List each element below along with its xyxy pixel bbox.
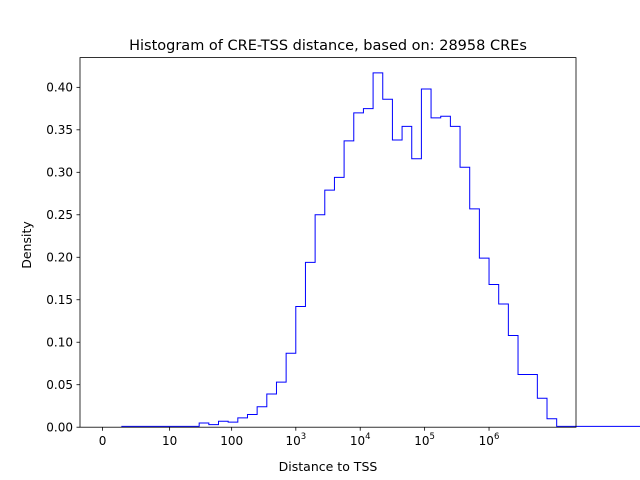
x-tick-label: 0 [99,434,107,448]
x-tick-label: 106 [479,432,500,448]
y-tick-label: 0.40 [46,81,73,95]
y-tick-label: 0.30 [46,166,73,180]
x-tick-label: 100 [220,434,243,448]
y-tick-label: 0.20 [46,251,73,265]
y-tick-label: 0.00 [46,421,73,435]
x-axis: 0 10 100 103 104 105 106 [99,427,500,448]
x-axis-label: Distance to TSS [279,459,378,474]
y-tick-label: 0.15 [46,293,73,307]
y-axis: 0.00 0.05 0.10 0.15 0.20 0.25 0.30 0.35 0.40 [46,81,80,435]
histogram-step-series [121,72,640,428]
y-axis-label: Density [19,221,34,269]
plot-area [79,57,640,428]
x-tick-label: 105 [414,432,435,448]
x-tick-label: 104 [350,432,371,448]
x-tick-label: 10 [162,434,177,448]
y-tick-label: 0.10 [46,336,73,350]
y-tick-label: 0.25 [46,208,73,222]
y-tick-label: 0.35 [46,123,73,137]
chart-title: Histogram of CRE-TSS distance, based on:… [129,38,527,54]
y-tick-label: 0.05 [46,378,73,392]
plot-frame [79,57,577,428]
x-tick-label: 103 [285,432,306,448]
